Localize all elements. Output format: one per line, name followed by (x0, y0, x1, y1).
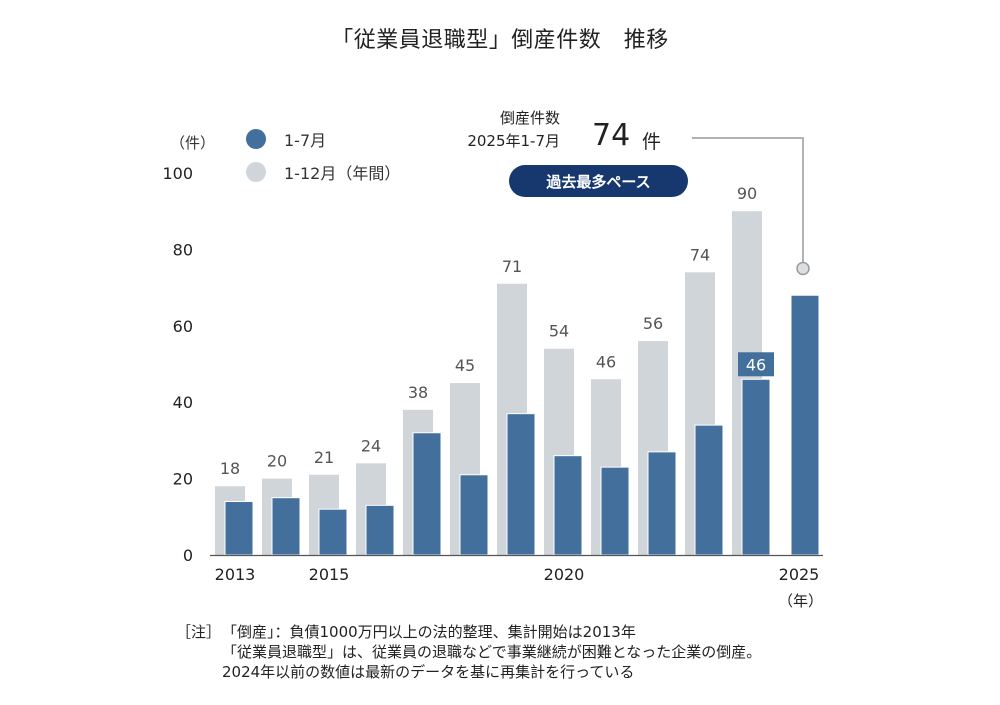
x-tick-label: 2015 (309, 565, 350, 584)
value-label-full-year-2015: 21 (314, 448, 334, 467)
bar-jan-jul-2015 (318, 508, 348, 556)
annotation-label-line2: 2025年1-7月 (467, 132, 560, 150)
legend-swatch-full-year (246, 162, 266, 182)
note-tag: ［注］ (176, 623, 222, 641)
annotation-label-line1: 倒産件数 (499, 109, 560, 127)
value-labels: 18 20 21 24 38 45 71 54 46 56 74 90 46 (220, 184, 774, 478)
bar-jan-jul-2021 (600, 466, 630, 556)
value-label-full-year-2014: 20 (267, 452, 287, 471)
value-label-full-year-2017: 38 (408, 383, 428, 402)
chart-title: 「従業員退職型」倒産件数 推移 (331, 28, 669, 53)
note-row: 「従業員退職型」は、従業員の退職などで事業継続が困難となった企業の倒産。 (176, 642, 761, 662)
record-pace-badge: 過去最多ペース (509, 165, 688, 197)
value-label-full-year-2019: 71 (502, 257, 522, 276)
highlight-label-bg (738, 352, 774, 377)
bar-jan-jul-2013 (224, 501, 254, 556)
note-row: ［注］ 「倒産」：負債1000万円以上の法的整理、集計開始は2013年 (176, 622, 761, 642)
y-tick-label: 20 (173, 470, 193, 489)
x-axis-unit-label: （年） (778, 592, 824, 610)
bar-jan-jul-2025 (790, 294, 820, 556)
annotation-connector (692, 137, 810, 276)
value-label-full-year-2022: 56 (643, 314, 663, 333)
connector-line (692, 137, 804, 263)
x-tick-label: 2013 (215, 565, 256, 584)
legend-item-full-year: 1-12月（年間） (246, 160, 400, 184)
highlight-label-jan-jul-2024: 46 (746, 355, 766, 374)
value-label-full-year-2021: 46 (596, 352, 616, 371)
y-tick-label: 60 (173, 317, 193, 336)
bar-jan-jul-2016 (365, 504, 395, 556)
bar-jan-jul-2017 (412, 432, 442, 556)
bar-jan-jul-2023 (694, 424, 724, 556)
x-tick-label: 2025 (779, 565, 820, 584)
value-label-full-year-2018: 45 (455, 356, 475, 375)
y-tick-label: 40 (173, 393, 193, 412)
annotation-unit: 件 (642, 131, 662, 153)
annotation-marker (796, 261, 810, 276)
note-line: 「倒産」：負債1000万円以上の法的整理、集計開始は2013年 (222, 623, 636, 641)
bars (215, 211, 820, 556)
bar-jan-jul-2024 (741, 378, 771, 556)
value-label-full-year-2023: 74 (690, 245, 710, 264)
bar-jan-jul-2020 (553, 455, 583, 556)
bar-jan-jul-2018 (459, 474, 489, 556)
bar-jan-jul-2014 (271, 497, 301, 556)
y-tick-label: 80 (173, 240, 193, 259)
value-label-full-year-2024: 90 (737, 184, 757, 203)
annotation-value: 74 (592, 118, 631, 153)
y-tick-label: 100 (162, 164, 193, 183)
value-label-full-year-2020: 54 (549, 322, 569, 341)
note-line: 「従業員退職型」は、従業員の退職などで事業継続が困難となった企業の倒産。 (222, 643, 762, 661)
x-tick-label: 2020 (544, 565, 585, 584)
legend-label: 1-12月（年間） (284, 164, 401, 183)
x-axis-ticks: 2013 2015 2020 2025 (215, 565, 820, 584)
note-line: 2024年以前の数値は最新のデータを基に再集計を行っている (222, 663, 635, 681)
bar-jan-jul-2019 (506, 413, 536, 556)
notes: ［注］ 「倒産」：負債1000万円以上の法的整理、集計開始は2013年 「従業員… (176, 622, 761, 682)
y-tick-label: 0 (183, 546, 193, 565)
bar-jan-jul-2022 (647, 451, 677, 556)
y-axis-unit-label: （件） (170, 134, 216, 152)
legend-item-jan-jul: 1-7月 (246, 127, 326, 151)
note-row: 2024年以前の数値は最新のデータを基に再集計を行っている (176, 662, 761, 682)
y-axis-ticks: 0 20 40 60 80 100 (162, 164, 193, 565)
value-label-full-year-2016: 24 (361, 436, 381, 455)
legend-label: 1-7月 (284, 131, 327, 150)
legend-swatch-jan-jul (246, 129, 266, 149)
value-label-full-year-2013: 18 (220, 459, 240, 478)
